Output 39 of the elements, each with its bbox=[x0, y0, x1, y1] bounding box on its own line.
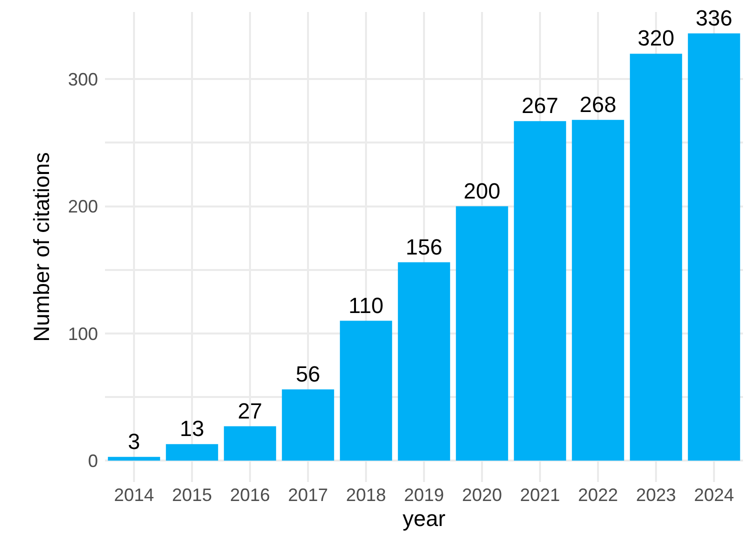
x-tick-label: 2017 bbox=[288, 485, 328, 505]
x-tick-label: 2022 bbox=[578, 485, 618, 505]
data-label: 267 bbox=[522, 93, 558, 118]
x-tick-label: 2021 bbox=[520, 485, 560, 505]
bar bbox=[514, 121, 566, 461]
bar bbox=[166, 444, 218, 461]
x-tick-label: 2014 bbox=[114, 485, 154, 505]
y-tick-label: 100 bbox=[68, 324, 98, 344]
data-label: 3 bbox=[128, 428, 140, 454]
x-axis-title: year bbox=[402, 506, 446, 531]
bar bbox=[108, 456, 160, 461]
bar bbox=[398, 262, 450, 461]
y-tick-label: 200 bbox=[68, 196, 98, 217]
bar bbox=[572, 120, 624, 461]
x-tick-label: 2020 bbox=[462, 485, 502, 505]
data-label: 156 bbox=[406, 234, 442, 260]
data-label: 13 bbox=[180, 416, 204, 442]
data-label: 268 bbox=[580, 92, 616, 117]
y-axis-title: Number of citations bbox=[28, 152, 54, 342]
data-label: 110 bbox=[348, 292, 384, 318]
bar bbox=[282, 389, 334, 461]
x-tick-label: 2024 bbox=[694, 485, 734, 505]
data-label: 336 bbox=[696, 5, 732, 30]
data-label: 200 bbox=[464, 178, 500, 204]
data-label: 27 bbox=[238, 398, 262, 424]
y-tick-label: 300 bbox=[68, 69, 98, 90]
data-label: 56 bbox=[296, 361, 320, 386]
bar bbox=[340, 320, 392, 461]
x-tick-label: 2023 bbox=[636, 485, 676, 505]
bar bbox=[224, 426, 276, 461]
data-label: 320 bbox=[638, 26, 674, 51]
bar bbox=[456, 206, 508, 461]
x-tick-label: 2019 bbox=[404, 485, 444, 505]
bar bbox=[688, 33, 740, 461]
x-tick-label: 2016 bbox=[230, 485, 270, 505]
bar bbox=[630, 54, 682, 461]
x-tick-label: 2015 bbox=[172, 485, 212, 505]
y-tick-label: 0 bbox=[88, 450, 98, 471]
x-tick-label: 2018 bbox=[346, 485, 386, 505]
